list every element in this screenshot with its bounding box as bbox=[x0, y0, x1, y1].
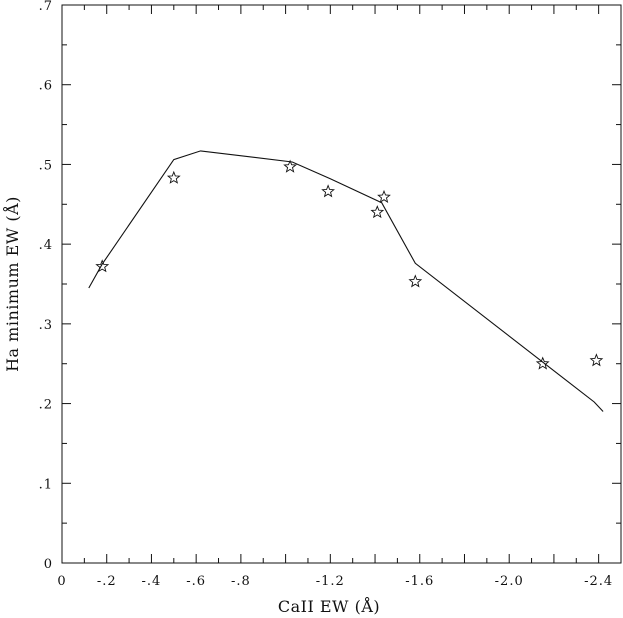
x-tick-label: -.2 bbox=[97, 574, 117, 589]
star-marker bbox=[166, 170, 181, 184]
x-tick-label: -.4 bbox=[142, 574, 162, 589]
y-tick-label: .4 bbox=[39, 238, 53, 253]
x-tick-label: -2.4 bbox=[584, 574, 613, 589]
star-marker bbox=[589, 353, 604, 367]
star-marker bbox=[370, 205, 385, 219]
y-tick-label: 0 bbox=[44, 557, 53, 572]
x-axis-title: CaII EW (Å) bbox=[278, 596, 380, 616]
star-markers bbox=[95, 159, 604, 370]
star-marker bbox=[377, 189, 391, 204]
star-marker bbox=[408, 274, 423, 288]
x-tick-label: -.8 bbox=[231, 574, 251, 589]
star-marker bbox=[535, 356, 550, 370]
x-tick-label: -1.2 bbox=[316, 574, 345, 589]
tick-labels: 0 -.2 -.4 -.6 -.8 -1.2 -1.6 -2.0 -2.4 0 .1 .2 .3 .4 .5… bbox=[39, 0, 613, 589]
x-tick-label: -2.0 bbox=[495, 574, 524, 589]
y-tick-label: .7 bbox=[39, 0, 53, 14]
plot-frame bbox=[61, 4, 622, 564]
star-marker bbox=[283, 159, 297, 173]
x-tick-label: -1.6 bbox=[405, 574, 434, 589]
x-tick-label: -.6 bbox=[186, 574, 206, 589]
star-marker bbox=[321, 184, 335, 198]
y-tick-label: .3 bbox=[39, 318, 53, 333]
y-tick-label: .6 bbox=[39, 79, 53, 94]
y-tick-label: .5 bbox=[39, 158, 53, 173]
series-line bbox=[88, 150, 604, 412]
star-marker bbox=[95, 259, 110, 273]
ticks bbox=[61, 4, 621, 564]
y-tick-label: .1 bbox=[39, 477, 53, 492]
y-axis-title: Ha minimum EW (Å) bbox=[2, 196, 22, 372]
y-tick-label: .2 bbox=[39, 398, 53, 413]
x-tick-label: 0 bbox=[57, 574, 66, 589]
